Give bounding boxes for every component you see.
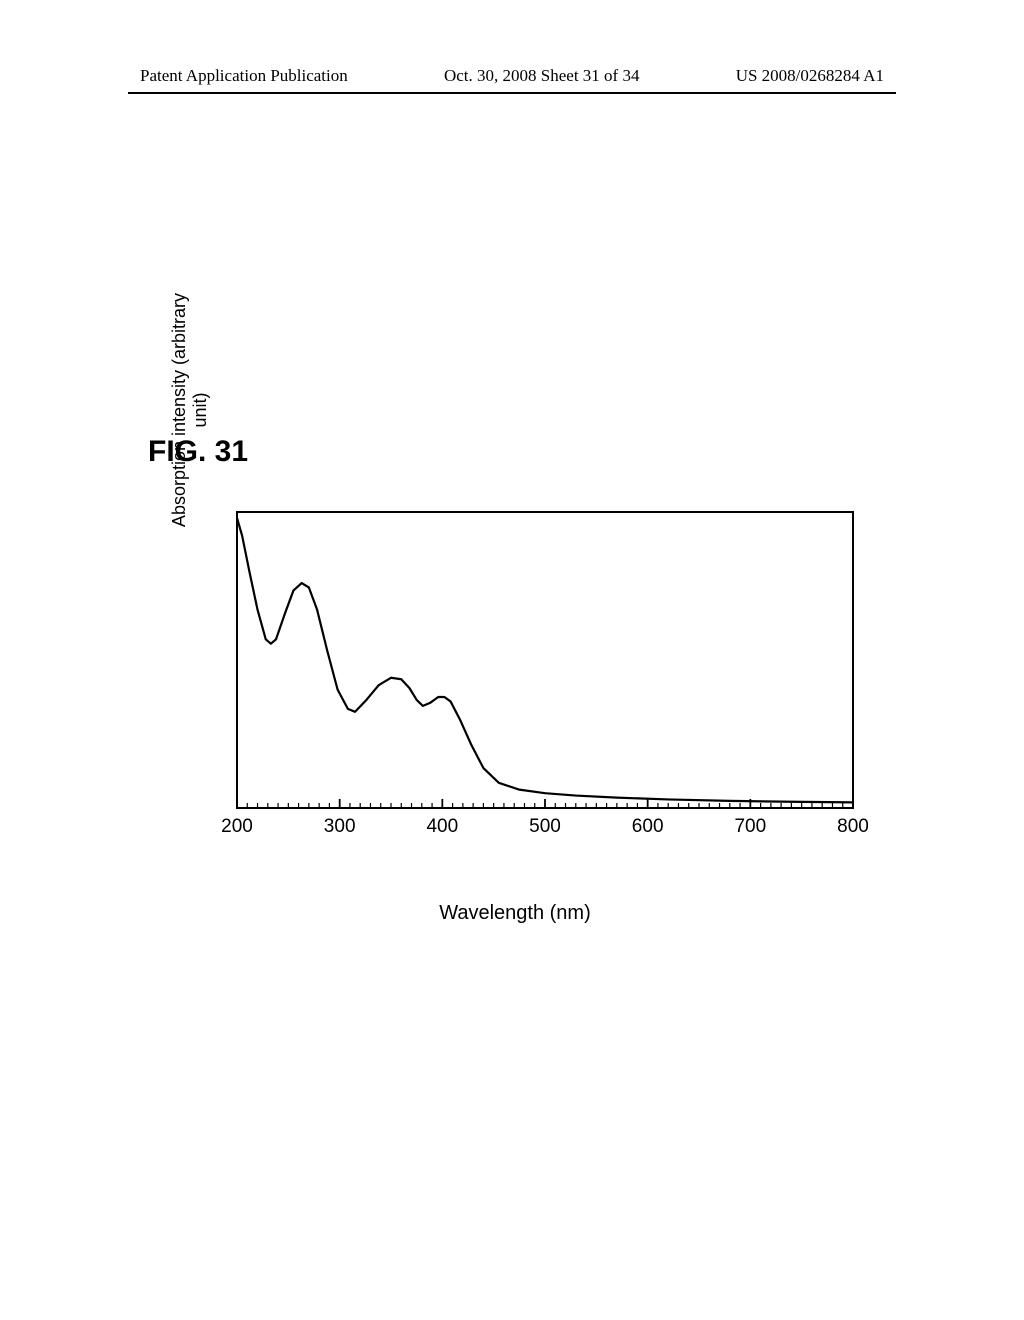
y-axis-label-line1: Absorption intensity (arbitrary: [169, 270, 190, 550]
absorption-chart: Absorption intensity (arbitrary unit) 20…: [175, 510, 855, 875]
page: Patent Application Publication Oct. 30, …: [0, 0, 1024, 1320]
xtick-label: 300: [324, 816, 356, 838]
header-rule: [128, 92, 896, 94]
xtick-label: 400: [426, 816, 458, 838]
chart-svg: [235, 510, 855, 810]
y-axis-label-line2: unit): [190, 270, 211, 550]
xtick-label: 800: [837, 816, 869, 838]
x-axis-label: Wavelength (nm): [175, 902, 855, 925]
page-header: Patent Application Publication Oct. 30, …: [140, 66, 884, 86]
absorption-line: [237, 518, 853, 802]
header-middle: Oct. 30, 2008 Sheet 31 of 34: [444, 66, 639, 86]
xtick-label: 600: [632, 816, 664, 838]
header-left: Patent Application Publication: [140, 66, 348, 86]
xtick-label: 500: [529, 816, 561, 838]
xtick-label: 700: [734, 816, 766, 838]
y-axis-label: Absorption intensity (arbitrary unit): [169, 270, 210, 550]
xtick-label: 200: [221, 816, 253, 838]
header-right: US 2008/0268284 A1: [736, 66, 884, 86]
